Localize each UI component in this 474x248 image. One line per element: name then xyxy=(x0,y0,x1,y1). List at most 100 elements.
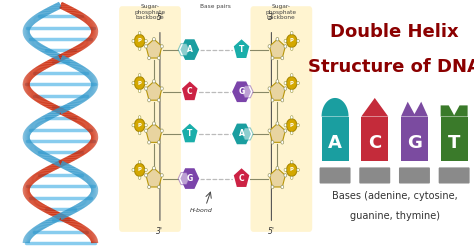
Circle shape xyxy=(271,98,274,102)
Polygon shape xyxy=(269,168,285,187)
Circle shape xyxy=(297,39,300,43)
Polygon shape xyxy=(178,173,190,185)
FancyBboxPatch shape xyxy=(250,6,312,232)
Circle shape xyxy=(284,129,287,132)
Circle shape xyxy=(145,168,147,172)
FancyBboxPatch shape xyxy=(319,167,351,184)
Circle shape xyxy=(161,174,164,177)
Text: 5': 5' xyxy=(156,13,164,22)
FancyBboxPatch shape xyxy=(198,125,232,143)
Circle shape xyxy=(276,80,279,83)
Polygon shape xyxy=(180,167,200,190)
Text: P: P xyxy=(137,123,142,128)
Circle shape xyxy=(161,87,164,90)
Bar xyxy=(441,117,468,161)
FancyBboxPatch shape xyxy=(199,170,233,187)
Circle shape xyxy=(138,74,141,77)
Polygon shape xyxy=(242,128,253,140)
Text: Bases (adenine, cytosine,: Bases (adenine, cytosine, xyxy=(332,191,457,201)
Text: C: C xyxy=(187,87,192,96)
FancyBboxPatch shape xyxy=(199,41,233,58)
Circle shape xyxy=(271,185,274,189)
Text: H-bond: H-bond xyxy=(190,208,213,213)
Circle shape xyxy=(135,163,145,176)
Text: T: T xyxy=(187,129,192,138)
Circle shape xyxy=(281,98,284,102)
Circle shape xyxy=(291,116,293,119)
Circle shape xyxy=(291,176,293,180)
Circle shape xyxy=(291,47,293,51)
Polygon shape xyxy=(233,167,250,188)
Polygon shape xyxy=(180,38,200,61)
Polygon shape xyxy=(441,105,468,117)
Circle shape xyxy=(161,129,164,132)
Polygon shape xyxy=(181,123,199,143)
Circle shape xyxy=(284,124,287,127)
Text: 3': 3' xyxy=(156,227,164,236)
Circle shape xyxy=(132,124,135,127)
Polygon shape xyxy=(181,80,199,101)
Text: G: G xyxy=(238,87,245,96)
Circle shape xyxy=(281,185,284,189)
Circle shape xyxy=(135,77,145,90)
Circle shape xyxy=(281,141,284,144)
Bar xyxy=(401,117,428,161)
Circle shape xyxy=(268,129,271,132)
Circle shape xyxy=(287,119,297,132)
Circle shape xyxy=(132,39,135,43)
Text: Sugar-
phosphate
backbone: Sugar- phosphate backbone xyxy=(266,4,297,20)
Circle shape xyxy=(145,87,147,90)
Text: T: T xyxy=(239,45,244,54)
Circle shape xyxy=(276,122,279,125)
Text: guanine, thymine): guanine, thymine) xyxy=(350,211,439,221)
Text: P: P xyxy=(290,81,294,86)
Circle shape xyxy=(147,141,150,144)
Circle shape xyxy=(135,34,145,47)
Circle shape xyxy=(291,132,293,135)
Text: A: A xyxy=(328,134,342,152)
Circle shape xyxy=(281,56,284,60)
Text: G: G xyxy=(407,134,422,152)
Circle shape xyxy=(157,56,160,60)
Circle shape xyxy=(271,141,274,144)
Circle shape xyxy=(291,160,293,164)
Polygon shape xyxy=(146,39,162,58)
Circle shape xyxy=(145,82,147,85)
Text: C: C xyxy=(368,134,382,152)
Polygon shape xyxy=(269,124,285,142)
Circle shape xyxy=(297,82,300,85)
Circle shape xyxy=(132,168,135,172)
Text: C: C xyxy=(239,174,245,183)
Polygon shape xyxy=(146,124,162,142)
Circle shape xyxy=(284,87,287,90)
FancyBboxPatch shape xyxy=(438,167,470,184)
Circle shape xyxy=(276,37,279,41)
Bar xyxy=(321,117,348,161)
Text: P: P xyxy=(290,38,294,43)
Circle shape xyxy=(145,129,147,132)
FancyBboxPatch shape xyxy=(359,167,390,184)
Circle shape xyxy=(287,163,297,176)
Text: A: A xyxy=(238,129,245,138)
Circle shape xyxy=(268,87,271,90)
Circle shape xyxy=(138,116,141,119)
Circle shape xyxy=(153,122,155,125)
Text: 5': 5' xyxy=(268,227,275,236)
Circle shape xyxy=(147,185,150,189)
Polygon shape xyxy=(269,81,285,100)
Text: 3': 3' xyxy=(268,13,275,22)
Polygon shape xyxy=(146,81,162,100)
Circle shape xyxy=(138,31,141,35)
Circle shape xyxy=(297,124,300,127)
Text: G: G xyxy=(187,174,193,183)
Circle shape xyxy=(297,168,300,172)
Circle shape xyxy=(147,56,150,60)
Circle shape xyxy=(135,119,145,132)
Circle shape xyxy=(138,176,141,180)
Polygon shape xyxy=(233,38,250,59)
Circle shape xyxy=(284,82,287,85)
Circle shape xyxy=(284,39,287,43)
Text: Sugar-
phosphate
backbone: Sugar- phosphate backbone xyxy=(135,4,165,20)
Circle shape xyxy=(138,132,141,135)
Polygon shape xyxy=(231,81,252,103)
